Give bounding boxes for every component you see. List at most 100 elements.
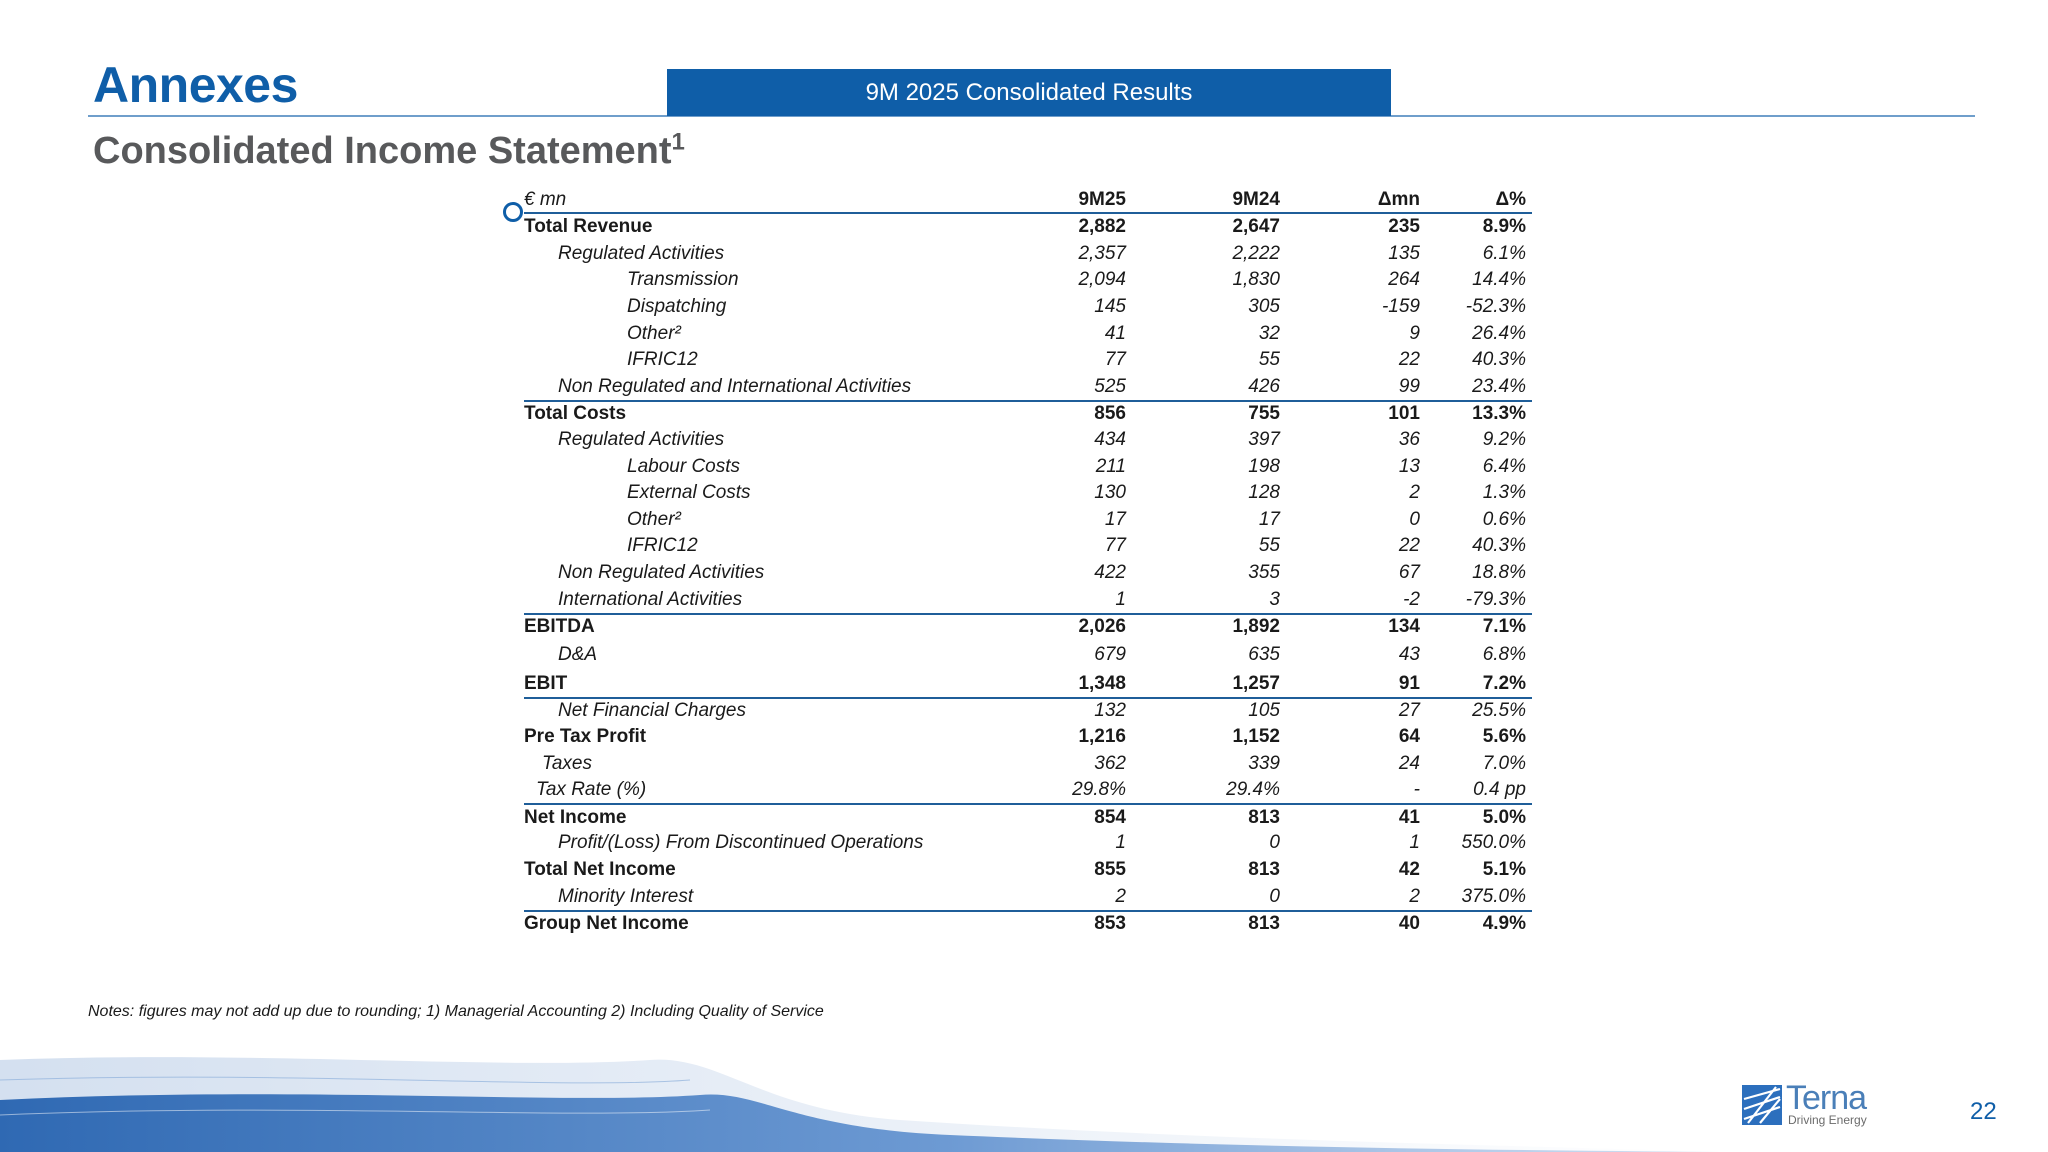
value-delta-mn: 42 (1398, 858, 1420, 880)
value-9m24: 397 (1248, 429, 1280, 451)
row-label: Non Regulated and International Activiti… (558, 375, 912, 397)
table-row: D&A 679 635 43 6.8% (524, 640, 1532, 671)
row-label: Other² (627, 322, 681, 344)
value-delta-pct: 0.4 pp (1473, 779, 1526, 801)
value-delta-pct: 6.1% (1482, 242, 1526, 264)
value-delta-mn: 36 (1398, 429, 1420, 451)
table-row: Non Regulated Activities 422 355 67 18.8% (524, 560, 1532, 587)
value-9m25: 77 (1104, 349, 1126, 371)
value-delta-mn: 41 (1398, 806, 1420, 828)
value-delta-pct: 4.9% (1482, 913, 1526, 935)
value-9m25: 145 (1094, 296, 1126, 318)
table-row: International Activities 1 3 -2 -79.3% (524, 586, 1532, 613)
value-delta-pct: 7.1% (1482, 616, 1526, 638)
marker-circle-icon (503, 202, 523, 222)
row-label: Regulated Activities (558, 429, 725, 451)
table-row: Total Net Income 855 813 42 5.1% (524, 857, 1532, 884)
decorative-wave (0, 1057, 1720, 1152)
value-9m24: 3 (1269, 588, 1280, 610)
value-delta-pct: 7.0% (1482, 752, 1526, 774)
value-delta-pct: 13.3% (1472, 403, 1526, 425)
value-delta-mn: 1 (1409, 832, 1420, 854)
value-9m25: 211 (1095, 455, 1126, 477)
value-9m24: 1,830 (1232, 269, 1280, 291)
value-delta-pct: 26.4% (1472, 322, 1526, 344)
column-header-9m24: 9M24 (1232, 189, 1280, 210)
value-delta-mn: 9 (1409, 322, 1420, 344)
table-header-row: € mn 9M25 9M24 Δmn Δ% (524, 188, 1532, 214)
table-row: Profit/(Loss) From Discontinued Operatio… (524, 830, 1532, 857)
value-delta-mn: 235 (1388, 216, 1420, 238)
row-label: Pre Tax Profit (524, 725, 647, 747)
row-label: IFRIC12 (627, 535, 698, 557)
page-number: 22 (1970, 1098, 1997, 1125)
terna-logo-icon (1742, 1085, 1782, 1125)
value-delta-mn: 43 (1398, 644, 1420, 665)
table-row: Dispatching 145 305 -159 -52.3% (524, 294, 1532, 321)
value-delta-pct: -52.3% (1465, 296, 1526, 318)
income-statement-table: € mn 9M25 9M24 Δmn Δ% Total Revenue 2,882… (524, 188, 1532, 936)
value-delta-pct: 6.8% (1482, 644, 1526, 665)
row-label: Total Net Income (524, 858, 676, 880)
table-row: Other² 41 32 9 26.4% (524, 320, 1532, 347)
value-9m24: 29.4% (1226, 779, 1280, 801)
value-9m24: 2,647 (1232, 216, 1280, 238)
value-delta-mn: -2 (1403, 588, 1420, 610)
value-delta-pct: 25.5% (1472, 700, 1526, 722)
value-delta-mn: 101 (1388, 403, 1420, 425)
header-banner: 9M 2025 Consolidated Results (667, 69, 1391, 116)
row-label: Profit/(Loss) From Discontinued Operatio… (558, 832, 924, 854)
value-9m24: 635 (1248, 644, 1280, 665)
table-row: Group Net Income 853 813 40 4.9% (524, 909, 1532, 937)
row-label: EBITDA (524, 616, 595, 638)
table-row: Non Regulated and International Activiti… (524, 374, 1532, 401)
value-delta-pct: 0.6% (1482, 508, 1526, 530)
value-delta-pct: 375.0% (1461, 885, 1526, 907)
row-label: Labour Costs (627, 455, 741, 477)
value-9m24: 0 (1269, 832, 1280, 854)
value-delta-mn: 134 (1388, 616, 1420, 638)
table-row: Other² 17 17 0 0.6% (524, 507, 1532, 534)
value-delta-pct: 550.0% (1461, 832, 1526, 854)
value-9m25: 2,094 (1078, 269, 1126, 291)
table-row: Regulated Activities 2,357 2,222 135 6.1% (524, 241, 1532, 268)
row-label: Minority Interest (558, 885, 694, 907)
value-9m25: 130 (1094, 482, 1126, 504)
row-label: Dispatching (627, 296, 727, 318)
row-label: Total Costs (524, 403, 627, 425)
value-delta-pct: 9.2% (1482, 429, 1526, 451)
value-9m25: 362 (1094, 752, 1126, 774)
value-9m25: 132 (1094, 700, 1126, 722)
value-delta-pct: 6.4% (1482, 455, 1526, 477)
value-9m24: 0 (1269, 885, 1280, 907)
row-label: Net Financial Charges (558, 700, 746, 722)
table-row: IFRIC12 77 55 22 40.3% (524, 347, 1532, 374)
column-header-unit: € mn (524, 189, 567, 210)
logo-name: Terna (1786, 1079, 1867, 1117)
value-delta-pct: 8.9% (1482, 216, 1526, 238)
header-rule (88, 115, 1975, 117)
row-label: International Activities (558, 588, 743, 610)
value-delta-mn: 27 (1398, 700, 1420, 722)
value-delta-pct: 40.3% (1472, 535, 1526, 557)
value-9m24: 426 (1248, 375, 1280, 397)
value-9m24: 105 (1248, 700, 1280, 722)
logo-tagline: Driving Energy (1788, 1113, 1867, 1127)
value-9m25: 422 (1094, 562, 1126, 584)
value-9m25: 2,026 (1078, 616, 1126, 638)
value-delta-mn: 22 (1398, 535, 1420, 557)
value-9m25: 29.8% (1072, 779, 1126, 801)
value-9m24: 17 (1258, 508, 1280, 530)
value-9m24: 813 (1248, 858, 1280, 880)
value-9m25: 2 (1115, 885, 1126, 907)
value-9m25: 41 (1104, 322, 1126, 344)
value-delta-pct: 14.4% (1472, 269, 1526, 291)
table-row: Net Income 854 813 41 5.0% (524, 803, 1532, 830)
table-row: Total Revenue 2,882 2,647 235 8.9% (524, 214, 1532, 241)
value-9m24: 55 (1258, 535, 1280, 557)
row-label: Non Regulated Activities (558, 562, 765, 584)
value-9m24: 305 (1248, 296, 1280, 318)
value-9m24: 2,222 (1232, 242, 1280, 264)
value-delta-mn: 2 (1409, 885, 1420, 907)
value-delta-mn: 135 (1388, 242, 1420, 264)
